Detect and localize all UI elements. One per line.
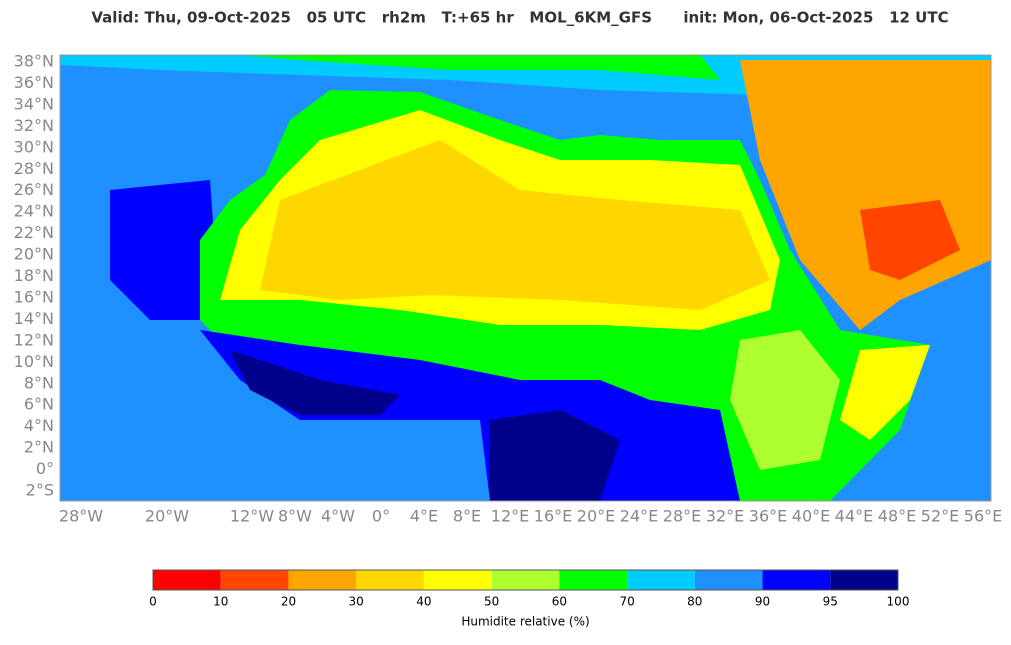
colorbar-tick-label: 80 (687, 595, 702, 609)
lat-label: 6°N (24, 395, 54, 414)
map-field (60, 55, 991, 501)
lon-label: 44°E (835, 507, 873, 526)
lat-label: 12°N (14, 330, 54, 349)
lon-label: 0° (372, 507, 390, 526)
colorbar-tick-label: 95 (823, 595, 838, 609)
colorbar-tick-label: 100 (887, 595, 910, 609)
lon-label: 28°W (59, 507, 103, 526)
lat-label: 10°N (14, 352, 54, 371)
lon-label: 24°E (620, 507, 658, 526)
colorbar-tick-label: 50 (484, 595, 499, 609)
lat-label: 34°N (14, 94, 54, 113)
colorbar-segment (423, 570, 492, 590)
lon-label: 56°E (964, 507, 1002, 526)
lat-label: 26°N (14, 180, 54, 199)
lat-label: 38°N (14, 52, 54, 71)
colorbar-tick-label: 90 (755, 595, 770, 609)
lat-label: 16°N (14, 287, 54, 306)
colorbar-segment (694, 570, 763, 590)
lon-label: 36°E (749, 507, 787, 526)
lon-label: 52°E (921, 507, 959, 526)
colorbar-tick-label: 70 (619, 595, 634, 609)
lon-label: 12°W (230, 507, 274, 526)
lon-label: 20°W (145, 507, 189, 526)
map-frame (59, 54, 992, 502)
colorbar-segment (559, 570, 628, 590)
colorbar-segment (830, 570, 898, 590)
lon-label: 48°E (878, 507, 916, 526)
lat-label: 0° (36, 459, 54, 478)
lon-label: 20°E (577, 507, 615, 526)
lat-label: 22°N (14, 223, 54, 242)
colorbar-segment (153, 570, 221, 590)
colorbar-segment (762, 570, 831, 590)
lon-label: 8°W (278, 507, 312, 526)
lon-label: 40°E (792, 507, 830, 526)
lat-label: 28°N (14, 159, 54, 178)
lat-label: 32°N (14, 116, 54, 135)
colorbar-tick-label: 10 (213, 595, 228, 609)
colorbar-segment (288, 570, 357, 590)
lon-label: 16°E (534, 507, 572, 526)
colorbar-tick-label: 0 (149, 595, 157, 609)
lat-label: 20°N (14, 245, 54, 264)
colorbar-label: Humidite relative (%) (461, 615, 589, 629)
lon-label: 32°E (706, 507, 744, 526)
lat-label: 18°N (14, 266, 54, 285)
lat-label: 30°N (14, 137, 54, 156)
lon-label: 28°E (663, 507, 701, 526)
title: Valid: Thu, 09-Oct-2025 05 UTC rh2m T:+6… (91, 9, 948, 27)
colorbar-segment (627, 570, 695, 590)
colorbar-segment (491, 570, 560, 590)
lat-label: 36°N (14, 73, 54, 92)
colorbar-segment (220, 570, 289, 590)
lat-label: 14°N (14, 309, 54, 328)
lat-label: 8°N (24, 373, 54, 392)
lat-label: 24°N (14, 202, 54, 221)
lat-label: 4°N (24, 416, 54, 435)
colorbar-tick-label: 20 (281, 595, 296, 609)
colorbar-frame (152, 569, 899, 591)
lon-label: 4°E (410, 507, 438, 526)
colorbar-tick-label: 30 (349, 595, 364, 609)
colorbar-tick-label: 60 (552, 595, 567, 609)
lon-label: 12°E (491, 507, 529, 526)
colorbar: 0 10 20 30 40 50 60 70 80 90 95 100 Humidite relativ… (149, 569, 910, 629)
colorbar-segment (356, 570, 424, 590)
lat-label: 2°S (26, 481, 54, 500)
lon-label: 8°E (453, 507, 481, 526)
colorbar-tick-label: 40 (416, 595, 431, 609)
lon-label: 4°W (321, 507, 355, 526)
lat-label: 2°N (24, 438, 54, 457)
